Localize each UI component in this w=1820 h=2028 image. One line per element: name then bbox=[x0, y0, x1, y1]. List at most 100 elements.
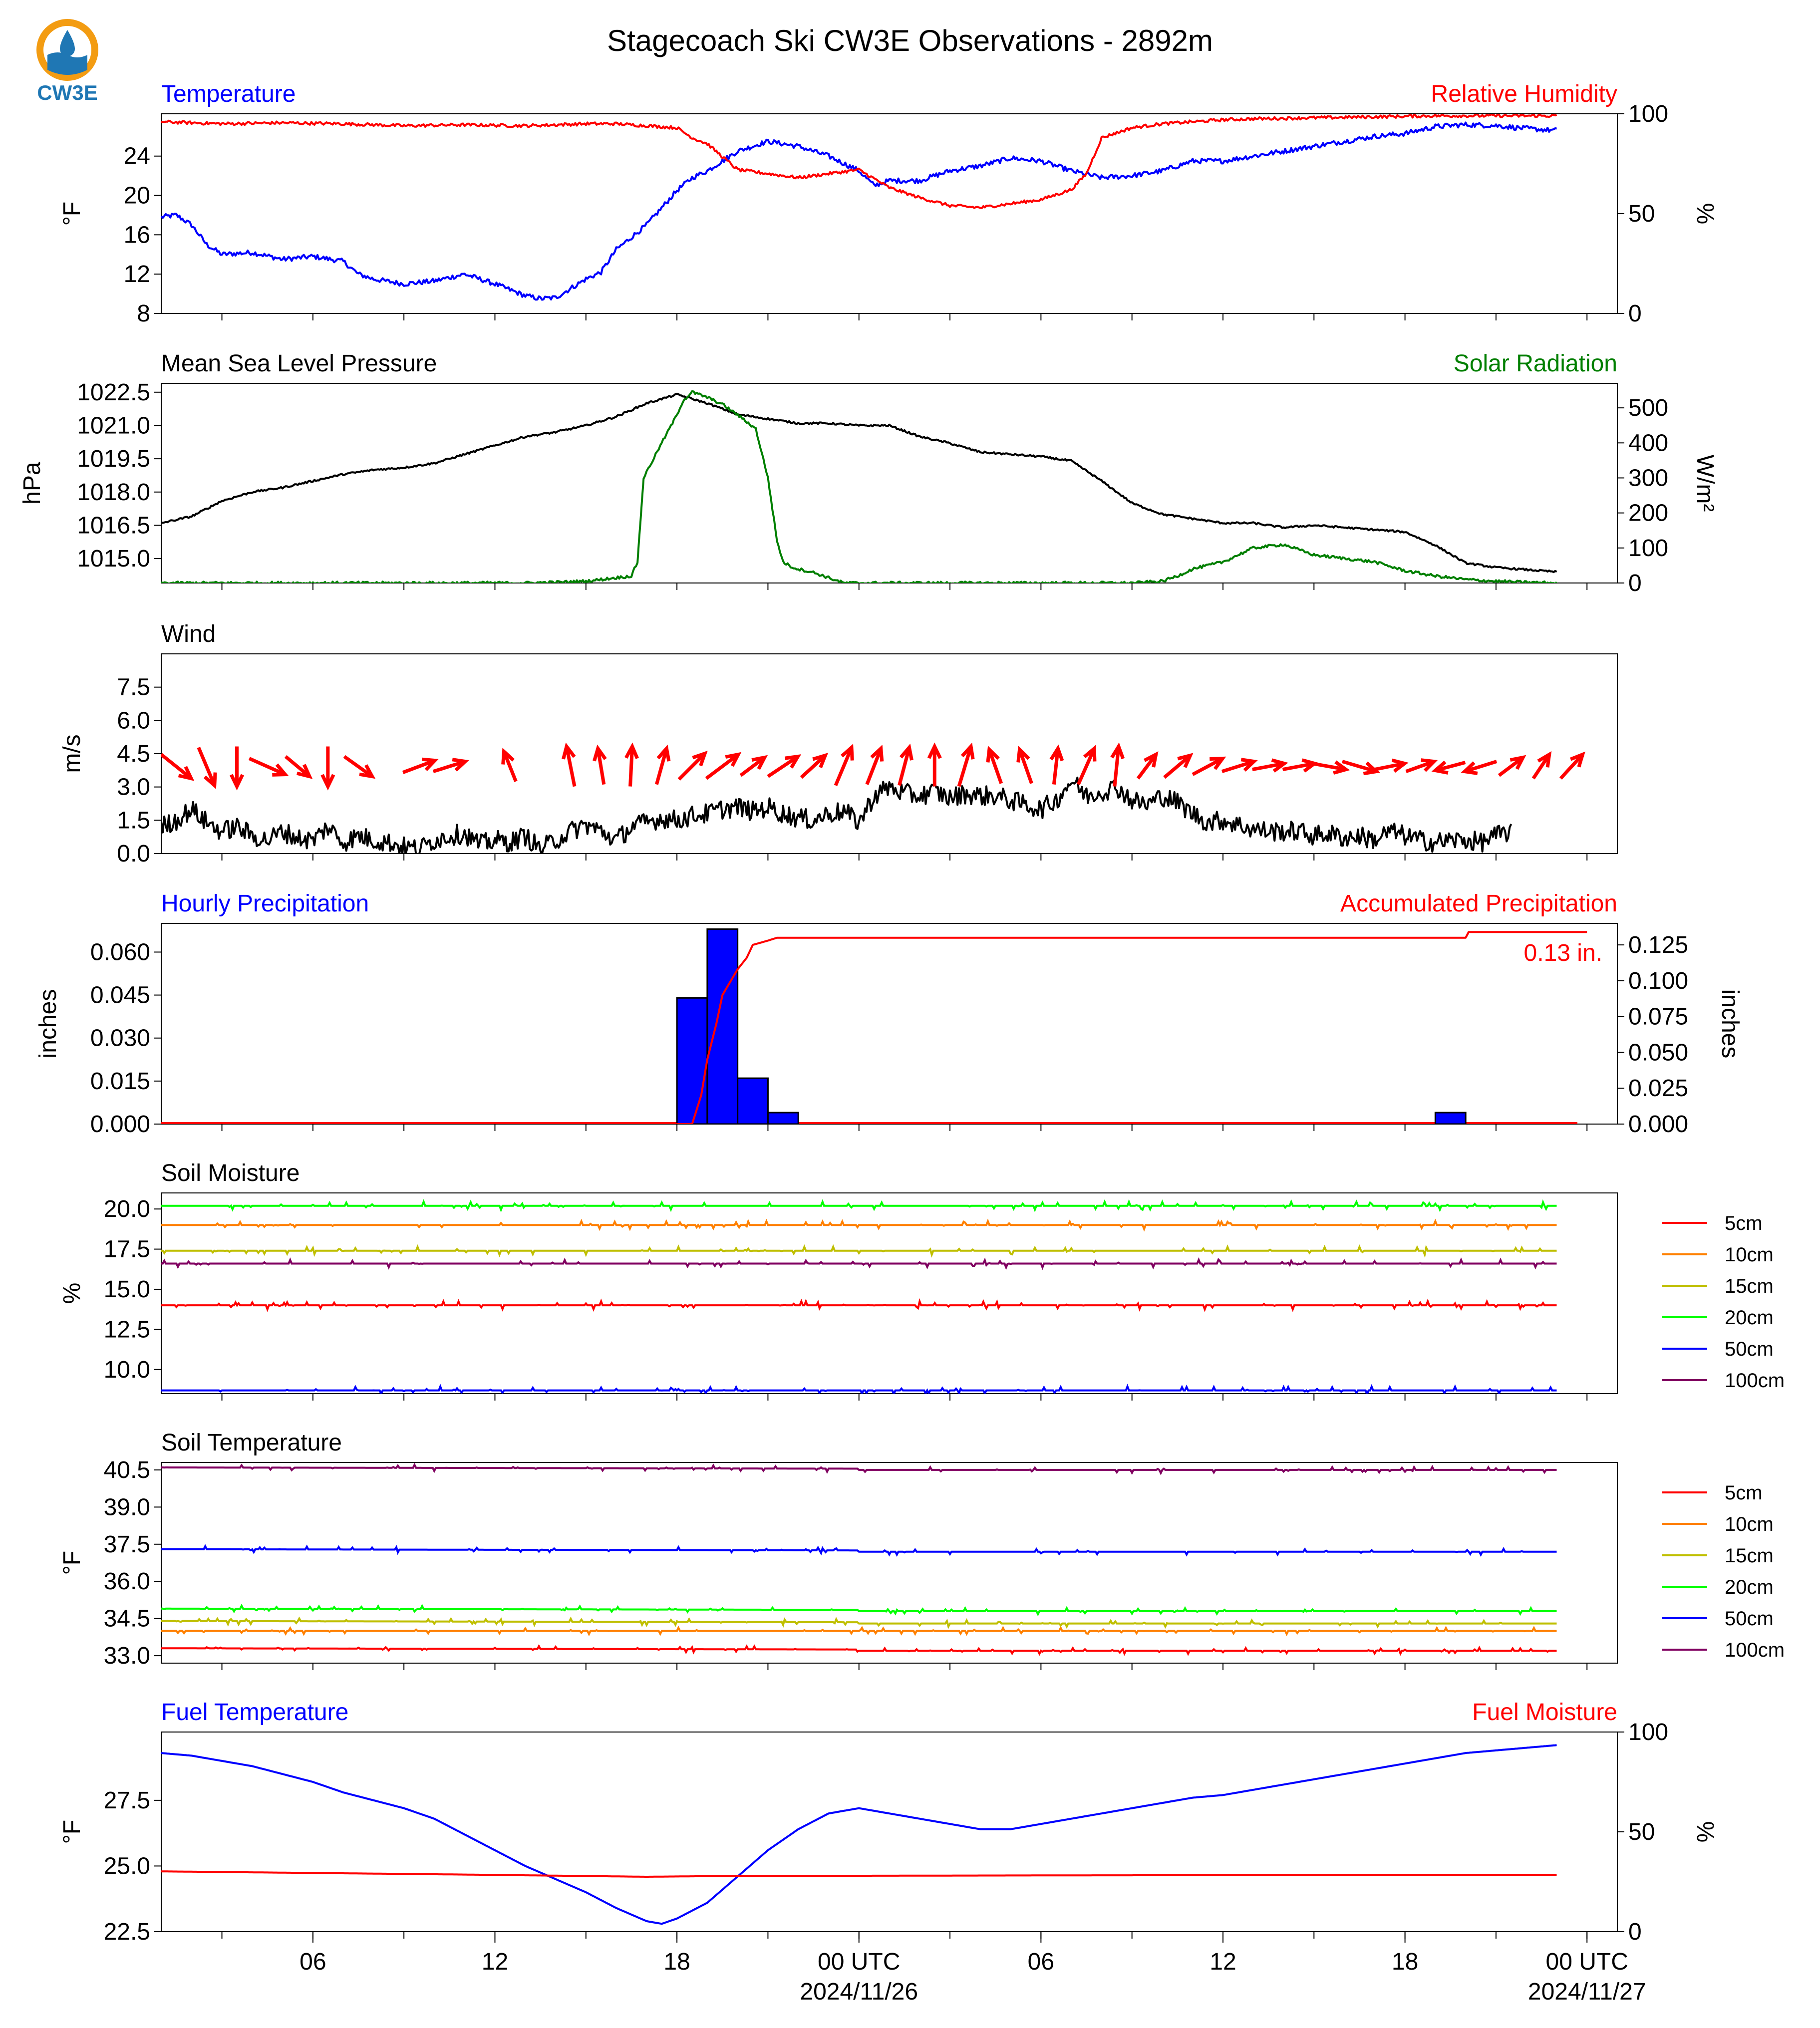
ytick-label: 8 bbox=[137, 300, 150, 327]
ytick-label: 1.5 bbox=[117, 807, 150, 834]
logo-drop-icon bbox=[60, 30, 75, 56]
ylabel-left: °F bbox=[59, 1551, 85, 1575]
ytick-right-label: 0 bbox=[1628, 300, 1642, 327]
series-line-fuel-moisture bbox=[161, 1870, 1557, 1878]
wind-arrow-head bbox=[1510, 755, 1526, 770]
panel-title-right: Fuel Moisture bbox=[1472, 1699, 1617, 1726]
wind-arrow-head bbox=[1363, 761, 1380, 776]
ytick-right-label: 0 bbox=[1628, 570, 1642, 596]
ytick-label: 0.060 bbox=[90, 939, 150, 965]
wind-arrow-head bbox=[230, 774, 245, 791]
panel-title-right: Relative Humidity bbox=[1431, 81, 1617, 107]
soil-series-15cm bbox=[161, 1616, 1557, 1629]
plot-area bbox=[161, 114, 1557, 301]
plot-frame bbox=[161, 383, 1618, 583]
wind-arrow-shaft bbox=[1374, 762, 1405, 771]
wind-arrow-shaft bbox=[654, 748, 668, 785]
wind-arrow-head bbox=[178, 766, 195, 781]
wind-arrow-head bbox=[1049, 744, 1064, 762]
wind-arrow-head bbox=[751, 755, 768, 770]
ytick-right-label: 0.050 bbox=[1628, 1039, 1688, 1066]
wind-arrow-head bbox=[1333, 760, 1350, 775]
wind-arrow-shaft bbox=[1559, 753, 1584, 780]
wind-arrow-head bbox=[1391, 758, 1409, 773]
ytick-right-label: 200 bbox=[1628, 500, 1668, 527]
ytick-right-label: 400 bbox=[1628, 430, 1668, 456]
ylabel-right: W/m² bbox=[1692, 455, 1718, 512]
ytick-label: 40.5 bbox=[104, 1457, 150, 1483]
precip-bar bbox=[676, 997, 708, 1124]
wind-arrow-head bbox=[297, 764, 313, 779]
wind-arrow bbox=[432, 758, 469, 773]
ytick-right-label: 500 bbox=[1628, 395, 1668, 421]
ylabel-left: °F bbox=[59, 202, 85, 226]
ytick-label: 4.5 bbox=[117, 741, 150, 767]
plot-area bbox=[161, 1462, 1557, 1656]
plot-area bbox=[161, 390, 1558, 583]
wind-arrow-shaft bbox=[1252, 762, 1285, 771]
wind-arrow-shaft bbox=[957, 746, 973, 787]
wind-arrow bbox=[320, 746, 335, 791]
wind-arrow-head bbox=[320, 774, 335, 791]
wind-arrow-head bbox=[1271, 758, 1288, 773]
wind-arrow-head bbox=[359, 764, 376, 779]
wind-arrow-shaft bbox=[343, 755, 373, 778]
panel-soil_temperature: Soil Temperature 33.0 34.5 36.0 37.5 39.0 40.5… bbox=[59, 1430, 1785, 1670]
xtick-label: 06 bbox=[300, 1949, 326, 1975]
wind-arrow bbox=[197, 747, 217, 789]
xtick-label: 06 bbox=[1028, 1949, 1054, 1975]
precip-bar bbox=[767, 1112, 799, 1124]
wind-arrow bbox=[1405, 758, 1438, 773]
wind-arrow-shaft bbox=[1221, 760, 1255, 773]
wind-arrow-head bbox=[656, 744, 671, 762]
wind-arrow-shaft bbox=[1342, 760, 1377, 773]
legend-label: 10cm bbox=[1725, 1244, 1774, 1266]
soil-series-50cm bbox=[161, 1384, 1557, 1394]
ytick-label: 0.000 bbox=[90, 1111, 150, 1138]
wind-arrow-shaft bbox=[677, 752, 706, 781]
wind-arrow-shaft bbox=[739, 756, 766, 777]
ytick-label: 36.0 bbox=[104, 1568, 150, 1595]
legend-label: 5cm bbox=[1725, 1212, 1763, 1234]
wind-arrow-shaft bbox=[1113, 746, 1121, 787]
ytick-label: 12 bbox=[124, 261, 150, 288]
wind-arrow-shaft bbox=[705, 753, 739, 780]
wind-arrow-head bbox=[986, 745, 1000, 763]
wind-arrow-head bbox=[899, 743, 913, 761]
wind-arrow-shaft bbox=[402, 759, 436, 774]
wind-arrow-shaft bbox=[1464, 760, 1498, 773]
wind-arrow-head bbox=[1431, 760, 1449, 775]
wind-arrow bbox=[898, 743, 913, 786]
wind-arrow-head bbox=[501, 748, 515, 765]
plot-frame bbox=[161, 1732, 1618, 1932]
soil-series-10cm bbox=[161, 1218, 1557, 1232]
wind-arrow bbox=[562, 742, 577, 787]
wind-arrow bbox=[161, 753, 195, 781]
soil-series-15cm bbox=[161, 1244, 1557, 1258]
soil-series-20cm bbox=[161, 1199, 1557, 1213]
wind-arrow-shaft bbox=[1311, 762, 1346, 772]
ytick-right-label: 0.075 bbox=[1628, 1004, 1688, 1030]
wind-arrow-shaft bbox=[767, 755, 799, 778]
legend-label: 15cm bbox=[1725, 1275, 1774, 1297]
panel-fuel: Fuel Temperature Fuel Moisture 22.5 25.0 27.… bbox=[59, 1699, 1718, 1945]
panel-wind: Wind 0.0 1.5 3.0 4.5 6.0 7.5 m/s bbox=[59, 621, 1618, 867]
ytick-label: 20 bbox=[124, 183, 150, 209]
wind-arrow-shaft bbox=[161, 753, 193, 780]
logo-wave-icon bbox=[47, 52, 87, 75]
wind-arrow bbox=[230, 746, 245, 791]
wind-arrow bbox=[677, 750, 708, 781]
logo-icon: CW3E bbox=[36, 19, 98, 104]
ytick-label: 16 bbox=[124, 222, 150, 248]
wind-arrow bbox=[1461, 760, 1498, 775]
wind-arrow-shaft bbox=[1136, 753, 1158, 780]
precip-bar bbox=[706, 928, 739, 1124]
plot-area bbox=[161, 928, 1587, 1124]
panel-title-left: Wind bbox=[161, 621, 216, 647]
panel-precip: Hourly Precipitation Accumulated Precipit… bbox=[35, 890, 1743, 1138]
ytick-label: 1018.0 bbox=[77, 479, 150, 506]
wind-arrow-shaft bbox=[1498, 756, 1524, 777]
wind-arrow bbox=[1076, 745, 1097, 785]
wind-arrow bbox=[957, 742, 975, 787]
